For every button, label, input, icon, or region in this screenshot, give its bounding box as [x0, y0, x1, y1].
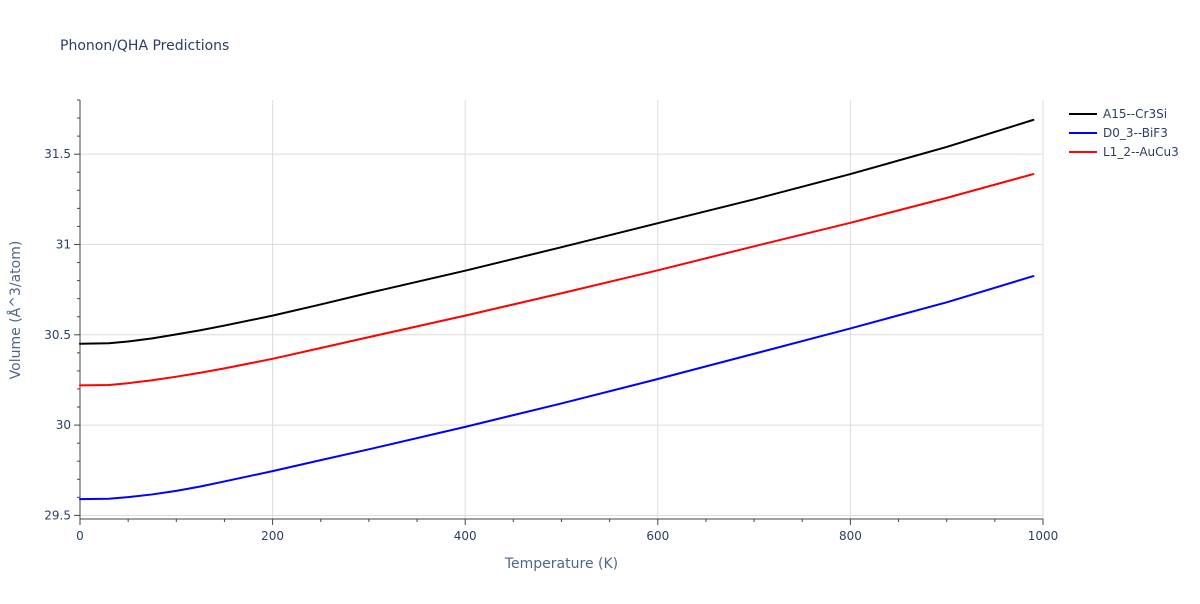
series-line-1 [79, 118, 1035, 345]
legend-item[interactable]: L1_2--AuCu3 [1069, 145, 1179, 159]
y-tick-label: 31.5 [44, 147, 71, 161]
series-line-2 [79, 275, 1035, 501]
x-tick-label: 600 [646, 529, 669, 543]
legend-label: L1_2--AuCu3 [1103, 145, 1179, 159]
legend[interactable]: A15--Cr3Si D0_3--BiF3 L1_2--AuCu3 [1069, 107, 1179, 159]
series-layer [79, 118, 1035, 501]
chart-title: Phonon/QHA Predictions [60, 38, 229, 54]
axis-layer: 0 200 400 600 800 1000 29.5 30 30.5 31 31.5 [44, 99, 1059, 543]
legend-item[interactable]: D0_3--BiF3 [1069, 126, 1168, 140]
series-line-3 [79, 173, 1035, 387]
y-tick-label: 30 [56, 418, 71, 432]
y-axis-title: Volume (Å^3/atom) [7, 241, 24, 380]
grid-layer [80, 100, 1044, 519]
x-tick-label: 400 [454, 529, 477, 543]
legend-label: A15--Cr3Si [1103, 107, 1167, 121]
x-tick-label: 0 [76, 529, 84, 543]
x-tick-label: 200 [261, 529, 284, 543]
legend-label: D0_3--BiF3 [1103, 126, 1168, 140]
x-axis-title: Temperature (K) [504, 556, 618, 572]
legend-item[interactable]: A15--Cr3Si [1069, 107, 1167, 121]
y-tick-label: 31 [56, 237, 71, 251]
y-tick-label: 29.5 [44, 508, 71, 522]
x-tick-label: 800 [839, 529, 862, 543]
x-tick-label: 1000 [1028, 529, 1059, 543]
y-tick-label: 30.5 [44, 328, 71, 342]
